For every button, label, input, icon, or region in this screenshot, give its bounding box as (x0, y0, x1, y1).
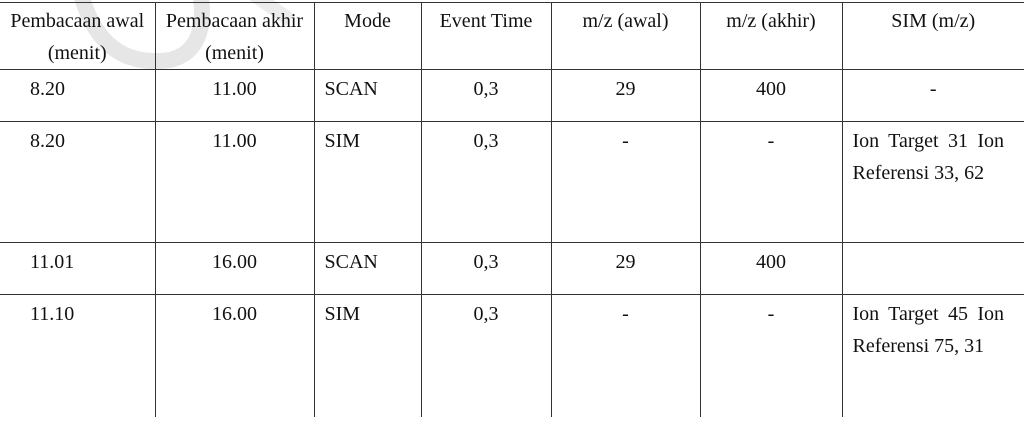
cell: 11.10 (0, 294, 156, 417)
cell: 0,3 (420, 69, 552, 122)
cell: 8.20 (0, 121, 156, 243)
cell: Ion Target 31 Ion Referensi 33, 62 (841, 121, 1024, 243)
cell: SIM (313, 294, 422, 417)
header-cell: m/z (akhir) (699, 2, 843, 70)
header-cell: SIM (m/z) (841, 2, 1024, 70)
table-row: 11.01 16.00 SCAN 0,3 29 400 (0, 242, 1024, 295)
cell: - (841, 69, 1024, 122)
cell: 11.01 (0, 242, 156, 295)
header-cell: Mode (313, 2, 422, 70)
cell: - (550, 121, 701, 243)
header-cell: Pembacaan akhir (menit) (154, 2, 315, 70)
cell: 0,3 (420, 121, 552, 243)
cell: 0,3 (420, 294, 552, 417)
cell: 11.00 (154, 121, 315, 243)
header-cell: Pembacaan awal (menit) (0, 2, 156, 70)
header-cell: Event Time (420, 2, 552, 70)
data-table: Pembacaan awal (menit) Pembacaan akhir (… (0, 2, 1024, 417)
table-header-row: Pembacaan awal (menit) Pembacaan akhir (… (0, 2, 1024, 70)
cell: - (550, 294, 701, 417)
cell (841, 242, 1024, 295)
table-row: 8.20 11.00 SCAN 0,3 29 400 - (0, 69, 1024, 122)
cell: 400 (699, 69, 843, 122)
header-cell: m/z (awal) (550, 2, 701, 70)
cell: 0,3 (420, 242, 552, 295)
cell: 29 (550, 69, 701, 122)
cell: 400 (699, 242, 843, 295)
cell: SCAN (313, 242, 422, 295)
cell: 11.00 (154, 69, 315, 122)
cell: 16.00 (154, 294, 315, 417)
cell: Ion Target 45 Ion Referensi 75, 31 (841, 294, 1024, 417)
cell: - (699, 294, 843, 417)
table-row: 8.20 11.00 SIM 0,3 - - Ion Target 31 Ion… (0, 121, 1024, 243)
cell: SIM (313, 121, 422, 243)
table-row: 11.10 16.00 SIM 0,3 - - Ion Target 45 Io… (0, 294, 1024, 417)
cell: SCAN (313, 69, 422, 122)
cell: 29 (550, 242, 701, 295)
cell: 16.00 (154, 242, 315, 295)
cell: - (699, 121, 843, 243)
cell: 8.20 (0, 69, 156, 122)
